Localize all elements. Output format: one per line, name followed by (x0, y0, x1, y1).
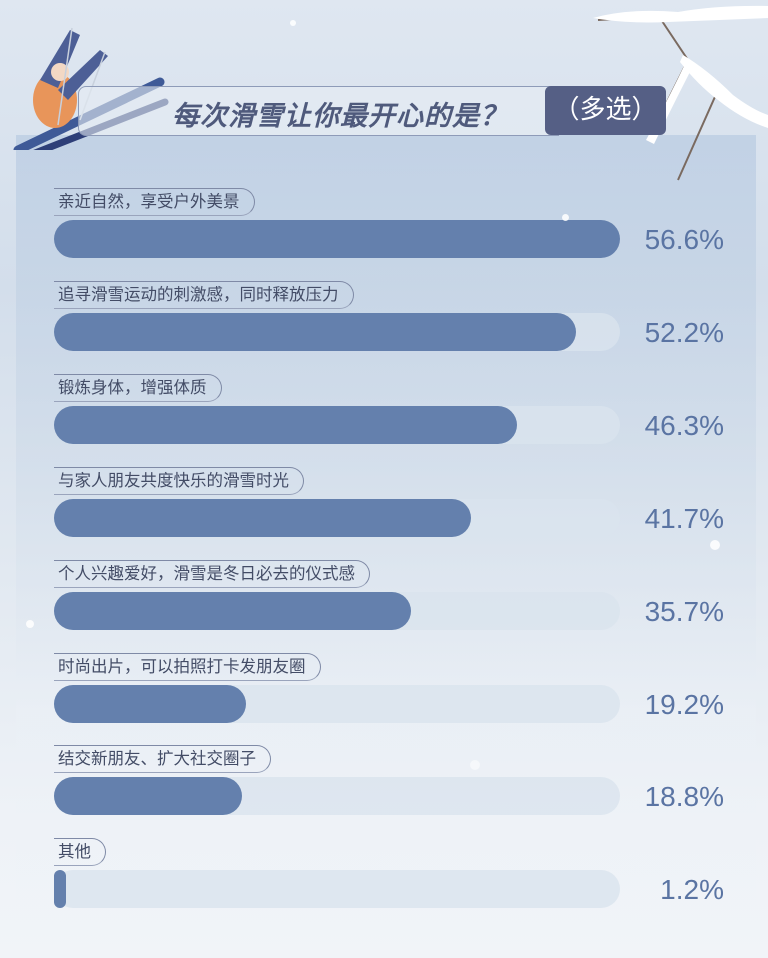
category-label: 个人兴趣爱好，滑雪是冬日必去的仪式感 (54, 560, 370, 588)
bar (54, 685, 246, 723)
category-label: 其他 (54, 838, 106, 866)
bar-track (54, 685, 620, 723)
multi-select-tag: （多选） (545, 86, 666, 135)
value-label: 41.7% (644, 503, 724, 534)
bar (54, 777, 242, 815)
category-label: 亲近自然，享受户外美景 (54, 188, 255, 216)
chart-title: 每次滑雪让你最开心的是？ (172, 101, 508, 132)
snowflake (290, 20, 296, 26)
chart-panel (16, 135, 756, 958)
value-label: 18.8% (644, 781, 724, 812)
category-label: 锻炼身体，增强体质 (54, 374, 222, 402)
bar (54, 592, 411, 630)
category-label: 时尚出片，可以拍照打卡发朋友圈 (54, 653, 321, 681)
value-label: 35.7% (644, 596, 724, 627)
bar-track (54, 777, 620, 815)
bar (54, 220, 620, 258)
bar-track (54, 313, 620, 351)
bar-track (54, 499, 620, 537)
value-label: 46.3% (644, 410, 724, 441)
value-label: 56.6% (644, 224, 724, 255)
bar (54, 406, 517, 444)
value-label: 52.2% (644, 317, 724, 348)
bar-track (54, 592, 620, 630)
snowflake (710, 540, 720, 550)
snowflake (470, 760, 480, 770)
bar-track (54, 870, 620, 908)
snowflake (562, 214, 569, 221)
value-label: 19.2% (644, 689, 724, 720)
bar (54, 870, 66, 908)
bar-track (54, 220, 620, 258)
snowflake (26, 620, 34, 628)
value-label: 1.2% (660, 874, 724, 905)
title-frame (78, 86, 559, 136)
bar (54, 499, 471, 537)
bar-track (54, 406, 620, 444)
category-label: 结交新朋友、扩大社交圈子 (54, 745, 271, 773)
category-label: 追寻滑雪运动的刺激感，同时释放压力 (54, 281, 354, 309)
bar (54, 313, 576, 351)
category-label: 与家人朋友共度快乐的滑雪时光 (54, 467, 304, 495)
